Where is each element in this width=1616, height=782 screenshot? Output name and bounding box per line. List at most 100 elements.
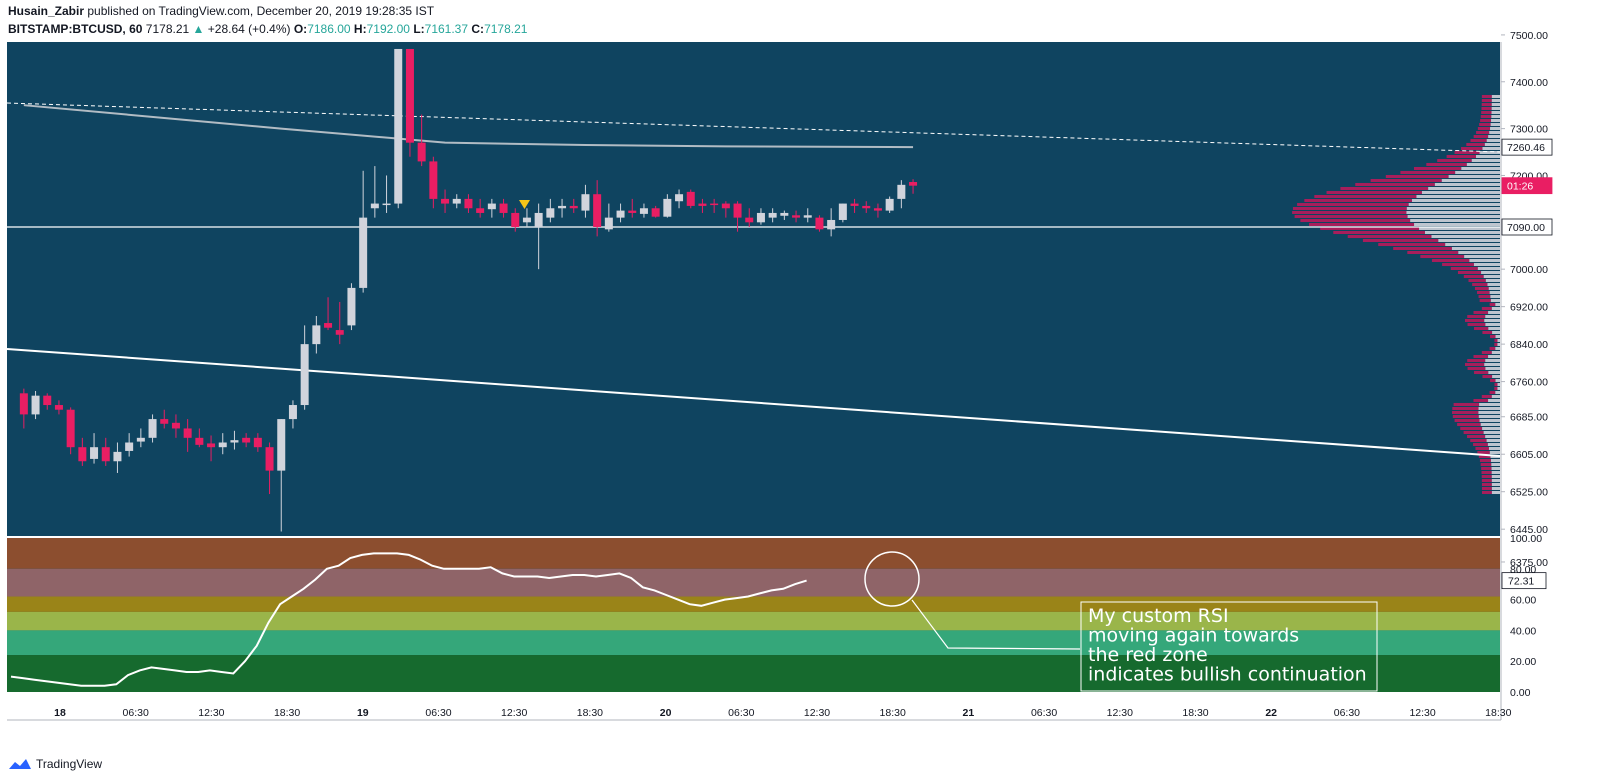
candle (768, 208, 777, 223)
volume-profile-bar (1485, 315, 1500, 318)
volume-profile-bar (1309, 223, 1415, 226)
volume-profile-bar (1491, 103, 1500, 106)
low-label: L: (413, 22, 425, 36)
candle (288, 400, 297, 429)
price-tick-label: 6840.00 (1510, 339, 1548, 351)
time-tick-label: 18 (54, 707, 66, 719)
volume-profile-bar (1489, 131, 1500, 134)
price-tick-label: 6920.00 (1510, 302, 1548, 314)
volume-profile-bar (1448, 175, 1500, 178)
volume-profile-bar (1485, 279, 1500, 282)
volume-profile-bar (1495, 335, 1500, 338)
volume-profile-bar (1453, 403, 1480, 406)
volume-profile-bar (1491, 95, 1500, 98)
candle (218, 433, 227, 455)
candle (312, 316, 321, 354)
volume-profile-bar (1491, 99, 1500, 102)
axis-price-label: 01:26 (1501, 177, 1553, 195)
volume-profile-bar (1326, 191, 1422, 194)
volume-profile-bar (1481, 351, 1492, 354)
volume-profile-bar (1476, 131, 1490, 134)
candle-body (721, 203, 730, 209)
volume-profile-bar (1416, 195, 1500, 198)
candle (195, 428, 204, 448)
volume-profile-bar (1478, 411, 1500, 414)
candle (405, 48, 414, 157)
volume-profile-bar (1479, 151, 1500, 154)
volume-profile-bar (1467, 359, 1486, 362)
callout-line (911, 599, 1081, 650)
author-name[interactable]: Husain_Zabir (8, 4, 85, 18)
candle-body (136, 437, 145, 442)
volume-profile-bar (1477, 291, 1490, 294)
time-tick-label: 22 (1265, 707, 1277, 719)
price-tick-label: 7500.00 (1510, 30, 1548, 42)
candle-body (417, 142, 426, 162)
tradingview-logo-icon (9, 759, 31, 769)
volume-profile-bar (1434, 183, 1500, 186)
candle-body (522, 217, 531, 223)
volume-profile-bar (1481, 99, 1492, 102)
candle-body (511, 212, 520, 227)
candle-body (405, 48, 414, 143)
volume-profile-bar (1481, 479, 1492, 482)
candle-body (909, 182, 918, 186)
candle (558, 198, 567, 218)
volume-profile-bar (1491, 479, 1500, 482)
volume-profile-bar (1488, 355, 1500, 358)
candle-body (452, 198, 461, 204)
candle (43, 393, 52, 410)
candle (593, 180, 602, 237)
volume-profile-bar (1488, 135, 1500, 138)
candle-body (113, 451, 122, 462)
volume-profile-bar (1481, 95, 1492, 98)
candle (207, 435, 216, 462)
candle (546, 198, 555, 223)
tradingview-brand[interactable]: TradingView (8, 757, 102, 771)
candle-body (230, 440, 239, 443)
volume-profile-bar (1483, 275, 1500, 278)
volume-profile-bar (1490, 335, 1496, 338)
volume-profile-bar (1472, 283, 1488, 286)
volume-profile-bar (1485, 367, 1500, 370)
candle (639, 203, 648, 218)
volume-profile-bar (1446, 155, 1476, 158)
volume-profile-bar (1292, 211, 1407, 214)
candle (686, 189, 695, 209)
close-value: 7178.21 (484, 22, 528, 36)
time-tick-label: 21 (963, 707, 975, 719)
volume-profile-bar (1411, 199, 1500, 202)
volume-profile-bar (1494, 343, 1498, 346)
rsi-tick-label: 20.00 (1510, 656, 1536, 668)
volume-profile-bar (1458, 251, 1500, 254)
candles-group (19, 48, 918, 532)
volume-profile-bar (1479, 299, 1491, 302)
candle-body (780, 212, 789, 216)
rsi-band (7, 630, 1500, 656)
volume-profile-bar (1378, 243, 1446, 246)
candle (300, 325, 309, 410)
candle (31, 390, 40, 420)
volume-profile-bar (1294, 215, 1408, 218)
candle (862, 201, 871, 213)
volume-profile-bar (1455, 171, 1500, 174)
volume-profile-bar (1413, 167, 1462, 170)
volume-profile-bar (1407, 215, 1500, 218)
volume-profile-bar (1297, 203, 1409, 206)
candle-body (312, 325, 321, 345)
volume-profile-bar (1467, 435, 1486, 438)
volume-profile-bar (1494, 387, 1498, 390)
candle-body (429, 161, 438, 199)
volume-profile-bar (1474, 327, 1489, 330)
candle (581, 184, 590, 218)
candle (183, 419, 192, 452)
rsi-tick-label: 0.00 (1510, 687, 1531, 699)
candle-body (265, 447, 274, 471)
volume-profile-bar (1492, 331, 1500, 334)
price-tick-label: 7400.00 (1510, 77, 1548, 89)
highlight-circle (864, 551, 920, 607)
volume-profile-bar (1490, 127, 1500, 130)
volume-profile-bar (1431, 235, 1500, 238)
volume-profile-bar (1473, 399, 1489, 402)
